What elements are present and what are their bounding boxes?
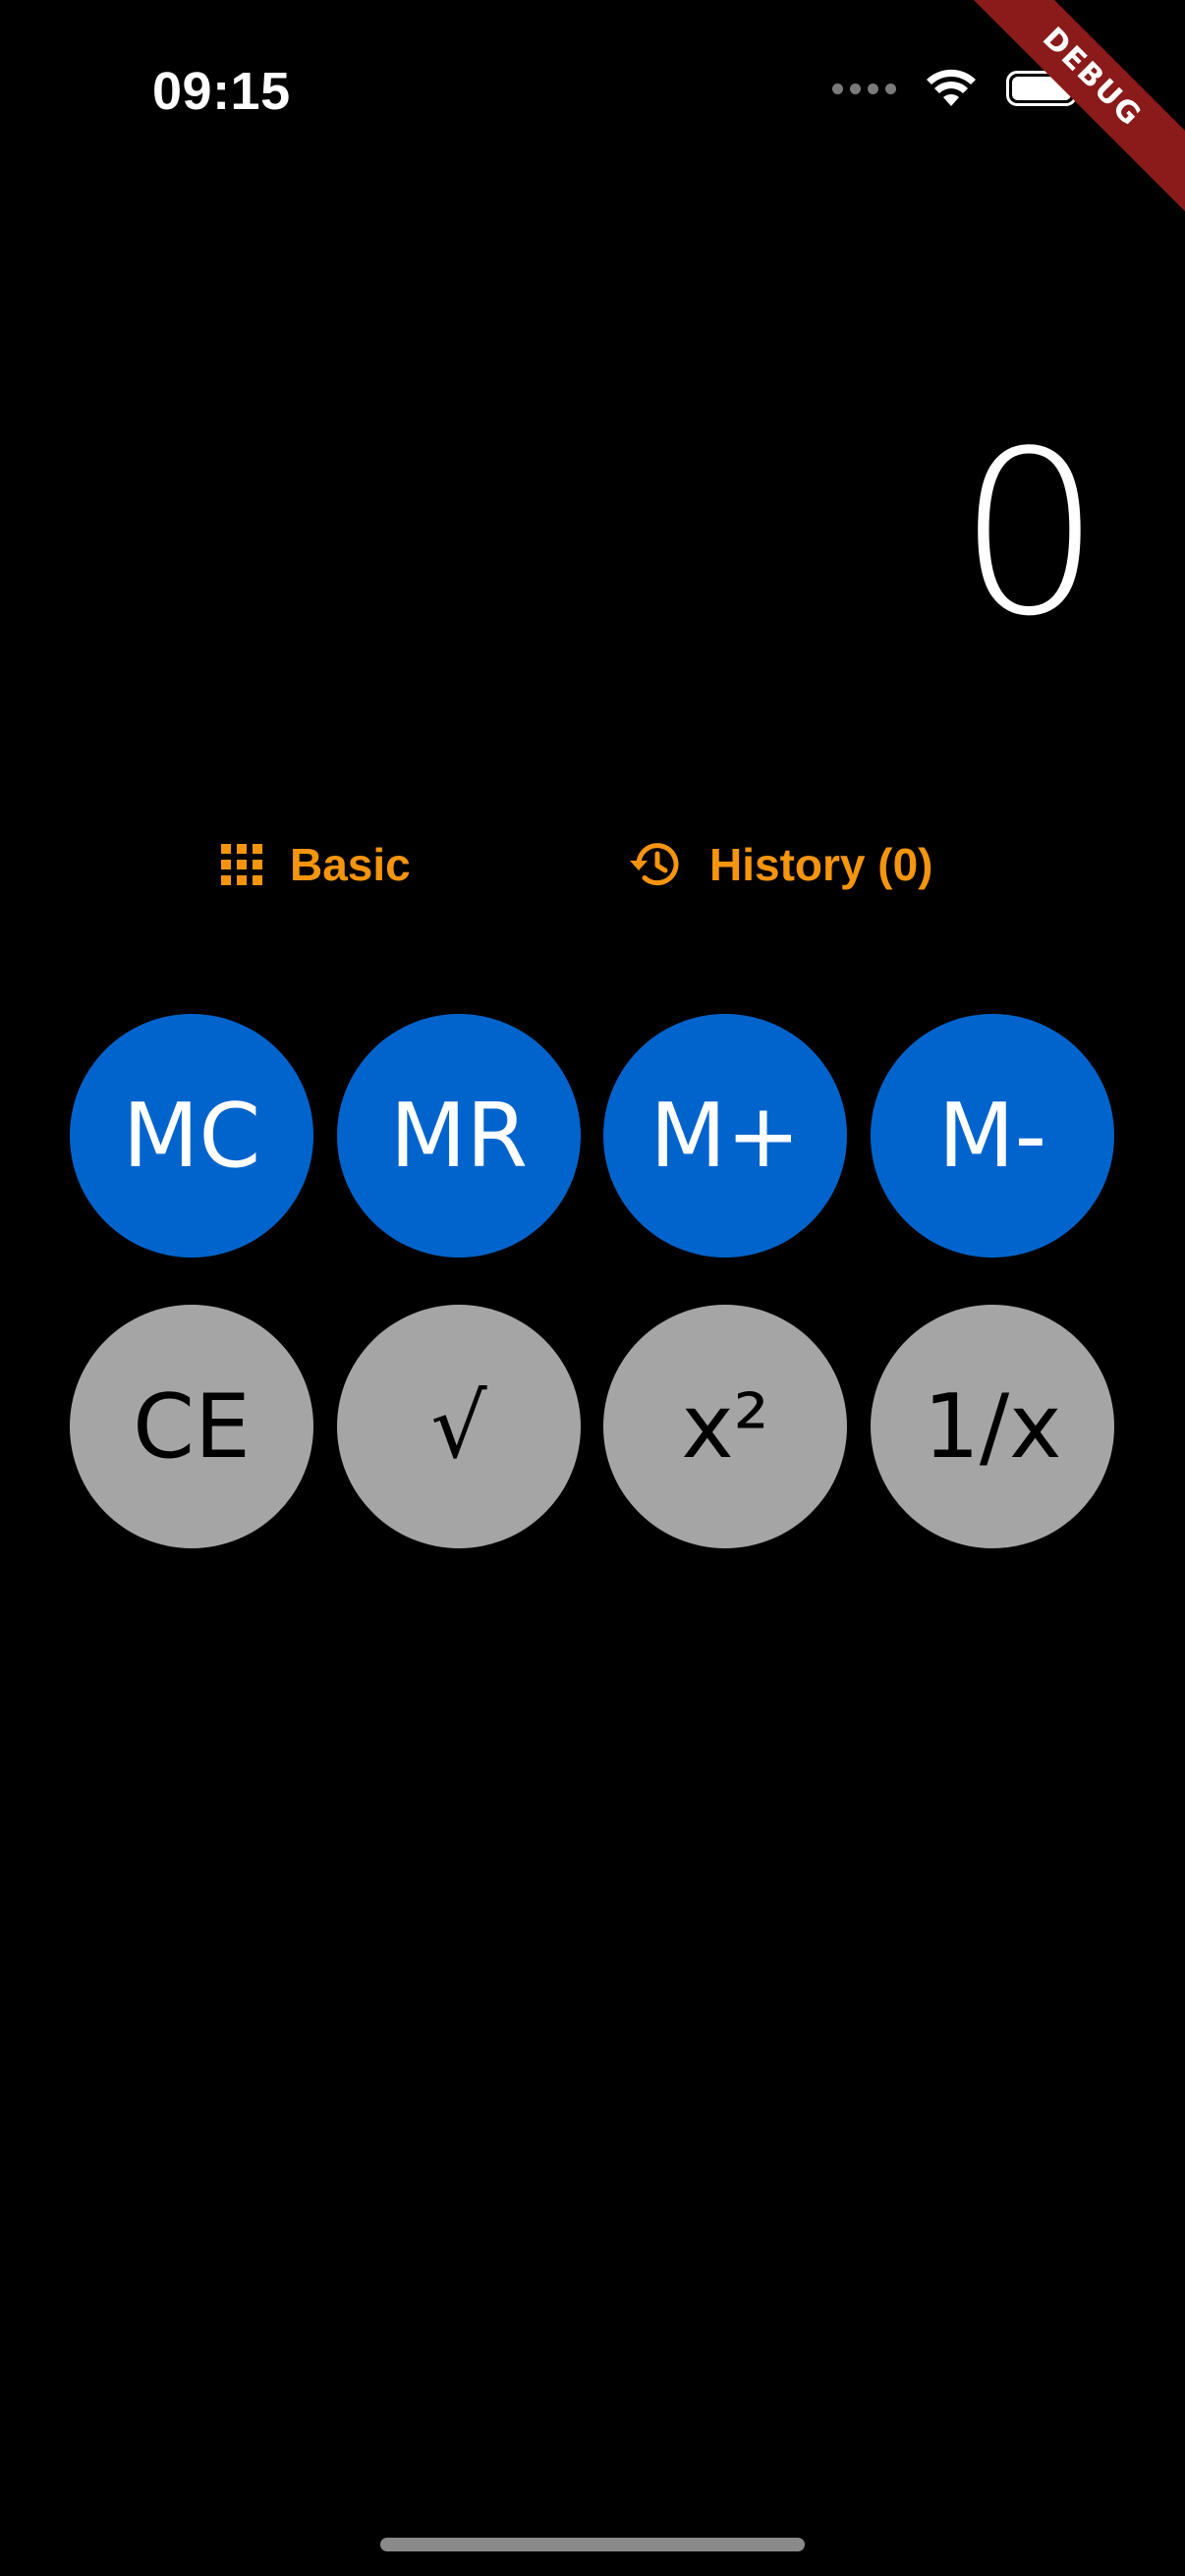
history-label: History (0) [709, 839, 933, 890]
square-root-button[interactable]: √ [337, 1305, 581, 1548]
home-indicator[interactable] [380, 2538, 805, 2551]
history-button[interactable]: History (0) [627, 838, 932, 891]
square-button[interactable]: x² [603, 1305, 847, 1548]
clear-entry-button[interactable]: CE [70, 1305, 313, 1548]
reciprocal-button[interactable]: 1/x [871, 1305, 1114, 1548]
mode-row: Basic History (0) [0, 830, 1185, 909]
status-icons [832, 69, 1083, 108]
status-time: 09:15 [152, 62, 291, 121]
memory-clear-button[interactable]: MC [70, 1014, 313, 1258]
display-value: 0 [957, 404, 1101, 666]
debug-banner: DEBUG [939, 0, 1185, 230]
basic-mode-label: Basic [290, 839, 411, 890]
memory-subtract-button[interactable]: M- [871, 1014, 1114, 1258]
memory-recall-button[interactable]: MR [337, 1014, 581, 1258]
wifi-icon [927, 69, 976, 106]
basic-mode-button[interactable]: Basic [221, 838, 411, 891]
signal-dots-icon [832, 83, 896, 94]
grid-icon [221, 844, 262, 885]
history-icon [630, 843, 679, 886]
memory-add-button[interactable]: M+ [603, 1014, 847, 1258]
